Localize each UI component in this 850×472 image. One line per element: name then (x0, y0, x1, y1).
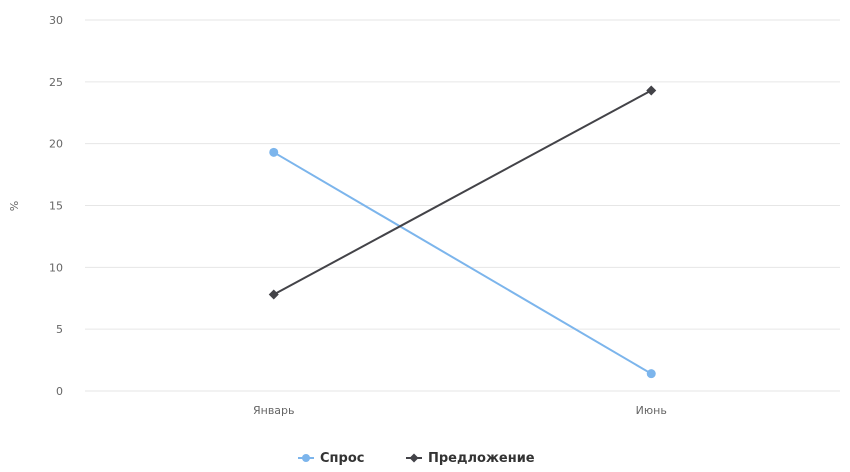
y-tick-label: 20 (49, 138, 63, 151)
y-tick-label: 5 (56, 323, 63, 336)
y-tick-label: 25 (49, 76, 63, 89)
legend[interactable]: Спрос Предложение (298, 451, 535, 466)
data-point[interactable] (646, 369, 656, 379)
series-spros[interactable] (269, 147, 656, 379)
x-tick-label: Январь (253, 404, 295, 417)
data-point[interactable] (268, 289, 279, 300)
legend-label: Спрос (320, 451, 364, 466)
gridlines (85, 19, 840, 392)
y-axis-ticks: 0 5 10 15 20 25 30 (49, 14, 63, 398)
y-tick-label: 15 (49, 200, 63, 213)
x-axis-ticks: Январь Июнь (253, 404, 667, 417)
series-predlozhenie[interactable] (268, 85, 657, 300)
series-group (268, 85, 657, 379)
y-tick-label: 0 (56, 385, 63, 398)
x-tick-label: Июнь (636, 404, 667, 417)
data-point[interactable] (269, 147, 279, 157)
series-line[interactable] (273, 89, 652, 296)
y-tick-label: 30 (49, 14, 63, 27)
y-tick-label: 10 (49, 261, 63, 274)
data-point[interactable] (646, 85, 657, 96)
legend-label: Предложение (428, 451, 535, 466)
legend-marker (409, 453, 419, 463)
legend-item[interactable]: Спрос (298, 451, 364, 466)
series-line[interactable] (273, 151, 652, 375)
y-axis-label: % (8, 201, 21, 211)
legend-item[interactable]: Предложение (406, 451, 535, 466)
legend-marker (302, 454, 310, 462)
